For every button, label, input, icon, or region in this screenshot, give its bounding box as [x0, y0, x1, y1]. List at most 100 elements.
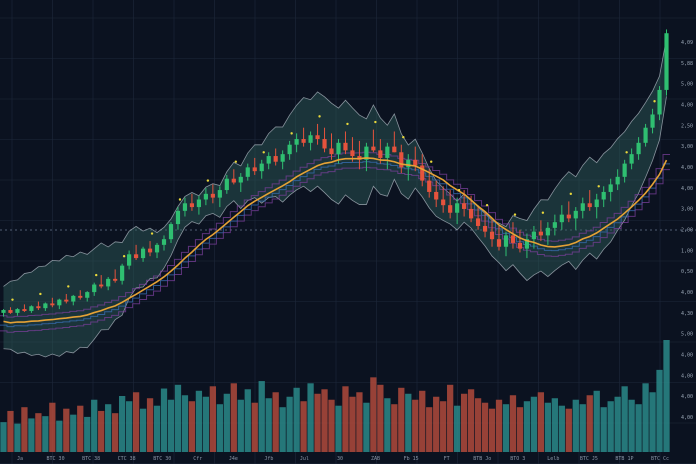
candle-body — [336, 142, 341, 155]
volume-bar — [139, 408, 147, 452]
price-tick-label: 4,30 — [681, 311, 693, 317]
volume-bar — [125, 401, 133, 452]
candle-body — [538, 231, 543, 236]
candle-body — [50, 303, 55, 306]
signal-dot — [402, 135, 405, 139]
candle-body — [615, 176, 620, 185]
price-axis-ticks: 4,09 5,88 5,00 4,00 2,50 3,00 4,00 4,00 3,00 2,00… — [681, 40, 693, 421]
volume-bar — [237, 399, 244, 452]
volume-bar — [412, 399, 419, 452]
candle-body — [587, 203, 592, 208]
volume-bar — [7, 410, 14, 452]
volume-bar — [495, 399, 503, 452]
candle-body — [182, 203, 188, 211]
candle-body — [168, 224, 174, 240]
candle-body — [441, 199, 446, 206]
volume-bar — [600, 407, 607, 452]
volume-bar — [230, 383, 237, 452]
signal-dot — [262, 151, 265, 154]
candle-body — [629, 154, 634, 164]
indicator-channels — [0, 151, 670, 333]
signal-dots — [11, 100, 656, 301]
candle-body — [580, 203, 585, 211]
candle-body — [482, 225, 488, 232]
volume-bar — [300, 401, 307, 452]
price-tick-label: 3,00 — [681, 144, 693, 150]
volume-bar — [649, 392, 656, 452]
candle-body — [106, 278, 111, 287]
candle-body — [301, 139, 306, 143]
x-tick-label: BTC J5 — [580, 456, 598, 462]
x-tick-label: FT — [444, 456, 450, 462]
candle-body — [385, 146, 390, 158]
price-tick-label: 5,00 — [681, 82, 693, 88]
volume-bar — [98, 410, 105, 452]
candle-body — [140, 248, 146, 259]
price-tick-label: 4,09 — [681, 40, 693, 46]
volume-bar — [572, 399, 579, 452]
volume-bar — [63, 408, 70, 452]
volume-bar — [188, 401, 196, 452]
price-tick-label: 4,00 — [681, 290, 693, 296]
price-tick-label: 5,88 — [681, 61, 693, 67]
volume-bar — [593, 390, 600, 452]
candle-body — [71, 295, 76, 302]
price-tick-label: 3,00 — [681, 207, 693, 213]
volume-bar — [265, 398, 272, 452]
signal-dot — [653, 100, 656, 103]
x-tick-label: CTC 38 — [118, 456, 136, 462]
candle-body — [252, 167, 257, 172]
candle-body — [273, 156, 278, 162]
volume-bar — [84, 416, 91, 452]
volume-bar — [440, 401, 447, 452]
candle-body — [455, 203, 460, 213]
candle-body — [489, 231, 495, 240]
price-tick-label: 2,00 — [681, 228, 693, 234]
x-tick-label: BTO 3 — [510, 456, 525, 462]
cloud-lower-edge — [3, 96, 667, 358]
candle-body — [99, 284, 104, 287]
signal-dot — [513, 213, 517, 216]
volume-bar — [551, 398, 558, 452]
volume-bar — [565, 408, 572, 452]
cloud-fill — [3, 38, 667, 357]
volume-bar — [146, 398, 154, 452]
signal-dot — [67, 285, 70, 288]
volume-bar — [49, 402, 56, 452]
volume-bar — [195, 390, 203, 452]
volume-bar — [607, 401, 614, 452]
candle-body — [329, 148, 334, 155]
candle-body — [503, 235, 509, 247]
volume-bar — [586, 395, 593, 452]
volume-bar — [42, 416, 49, 452]
volume-bar — [488, 408, 496, 452]
price-tick-label: 1,00 — [681, 248, 693, 254]
volume-bar — [356, 392, 363, 452]
candle-body — [510, 235, 516, 243]
signal-dot — [374, 120, 377, 124]
candle-body — [57, 299, 62, 306]
candle-body — [608, 184, 613, 192]
candle-body — [448, 205, 453, 213]
candle-body — [196, 199, 201, 208]
volume-bar — [14, 423, 21, 452]
volume-bar — [118, 396, 126, 452]
volume-bar — [537, 392, 545, 452]
candle-body — [259, 163, 264, 172]
volume-bar — [642, 383, 649, 452]
candle-body — [475, 218, 481, 226]
candle-body — [322, 139, 327, 149]
channel-line — [0, 166, 670, 333]
channel-line — [0, 151, 670, 318]
signal-dot — [346, 122, 349, 126]
x-axis-ticks: Ja BTC 30 BTC 38 CTC 38 BTC 30 Cfr J4e Jfb Jul 30… — [17, 456, 669, 462]
price-tick-label: 4,00 — [681, 415, 693, 421]
candle-body — [524, 239, 530, 249]
x-tick-label: BTC 30 — [47, 456, 65, 462]
volume-bar — [377, 384, 384, 452]
candle-body — [210, 193, 215, 198]
candle-body — [78, 295, 83, 298]
price-tick-label: 5,00 — [681, 332, 693, 338]
cloud-upper-edge — [3, 38, 667, 287]
volume-bar — [426, 407, 433, 452]
